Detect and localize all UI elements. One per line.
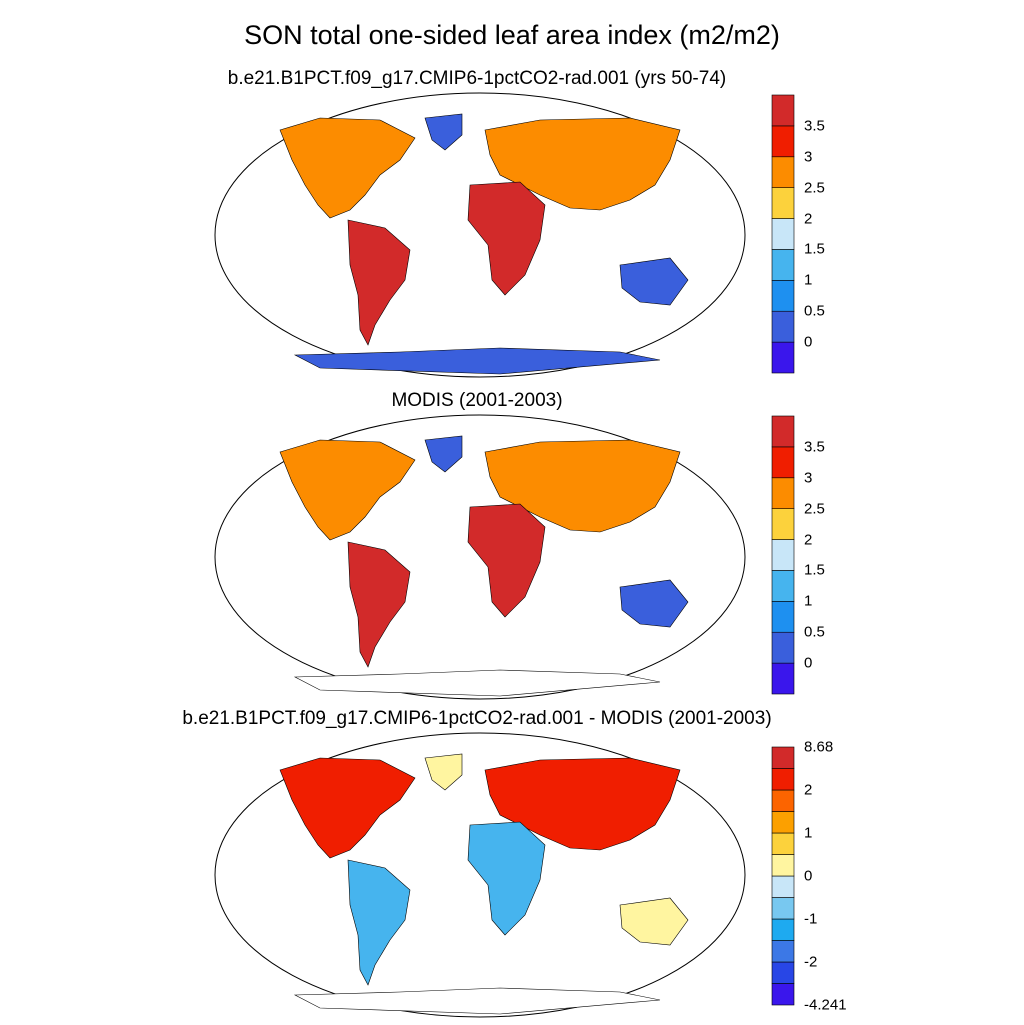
landmass — [467, 181, 546, 296]
colorbar-segment — [771, 508, 795, 540]
colorbar-label: 0 — [804, 333, 813, 351]
landmass — [347, 541, 411, 668]
landmass — [619, 579, 689, 628]
colorbar-label: 2 — [804, 531, 813, 549]
colorbar-segment — [771, 875, 795, 898]
colorbar-segment — [771, 601, 795, 633]
colorbar-segment — [771, 983, 795, 1006]
colorbar-label: 1 — [804, 592, 813, 610]
colorbar-label: 8.68 — [804, 738, 834, 756]
colorbar-label: 0 — [804, 867, 813, 885]
panel-3-colorbar: -4.241 -2 -1 0 1 2 8.68 — [771, 739, 852, 1014]
colorbar-svg — [771, 746, 795, 1006]
colorbar-segment — [771, 768, 795, 791]
colorbar-segment — [771, 187, 795, 219]
colorbar-label: -4.241 — [804, 996, 847, 1014]
landmass — [619, 897, 689, 946]
panel-1-map-svg — [214, 92, 746, 378]
colorbar-label: 1.5 — [804, 561, 825, 579]
colorbar-segment — [771, 218, 795, 250]
colorbar-label: 2 — [804, 781, 813, 799]
colorbar-label: 1 — [804, 824, 813, 842]
panel-1-map — [200, 90, 760, 380]
landmass — [484, 439, 681, 533]
panel-2-map-svg — [214, 414, 746, 700]
colorbar-segment — [771, 940, 795, 963]
colorbar-segment — [771, 249, 795, 281]
colorbar-label: 2.5 — [804, 500, 825, 518]
landmass — [293, 987, 661, 1015]
colorbar-segment — [771, 341, 795, 374]
colorbar-segment — [771, 918, 795, 941]
colorbar-label: 0.5 — [804, 623, 825, 641]
colorbar-segment — [771, 811, 795, 834]
landmass — [424, 113, 463, 151]
panel-1-title: b.e21.B1PCT.f09_g17.CMIP6-1pctCO2-rad.00… — [227, 68, 727, 89]
colorbar-label: 3.5 — [804, 117, 825, 135]
colorbar-segment — [771, 832, 795, 855]
panel-3-map-svg — [214, 732, 746, 1018]
landmass — [424, 753, 463, 791]
landmass — [484, 757, 681, 851]
colorbar-segment — [771, 662, 795, 695]
colorbar-label: 0.5 — [804, 302, 825, 320]
panel-3-map — [200, 730, 760, 1020]
landmass — [484, 117, 681, 211]
colorbar-segment — [771, 570, 795, 602]
landmass — [279, 757, 416, 859]
colorbar-segment — [771, 446, 795, 479]
panel-2-title: MODIS (2001-2003) — [391, 390, 563, 411]
colorbar-segment — [771, 94, 795, 127]
panel-2-map — [200, 412, 760, 702]
panel-2-colorbar: 0 0.5 1 1.5 2 2.5 3 3.5 — [771, 415, 852, 695]
colorbar-label: -1 — [804, 910, 818, 928]
colorbar-segment — [771, 746, 795, 769]
colorbar-segment — [771, 631, 795, 664]
figure-title: SON total one-sided leaf area index (m2/… — [244, 20, 780, 50]
colorbar-segment — [771, 961, 795, 984]
landmass — [293, 669, 661, 697]
landmass — [619, 257, 689, 306]
colorbar-label: 2.5 — [804, 179, 825, 197]
colorbar-label: 3.5 — [804, 438, 825, 456]
colorbar-label: 3 — [804, 148, 813, 166]
colorbar-label: 1 — [804, 271, 813, 289]
colorbar-label: 3 — [804, 469, 813, 487]
colorbar-segment — [771, 854, 795, 877]
colorbar-segment — [771, 125, 795, 158]
panel-3-title: b.e21.B1PCT.f09_g17.CMIP6-1pctCO2-rad.00… — [182, 708, 772, 729]
colorbar-segment — [771, 310, 795, 343]
colorbar-segment — [771, 415, 795, 448]
colorbar-segment — [771, 477, 795, 509]
panel-1-colorbar: 0 0.5 1 1.5 2 2.5 3 3.5 — [771, 94, 852, 374]
colorbar-label: 0 — [804, 654, 813, 672]
landmass — [293, 347, 661, 375]
landmass — [279, 439, 416, 541]
landmass — [424, 435, 463, 473]
colorbar-segment — [771, 897, 795, 920]
colorbar-segment — [771, 539, 795, 571]
colorbar-label: -2 — [804, 953, 818, 971]
colorbar-label: 2 — [804, 210, 813, 228]
colorbar-svg — [771, 415, 795, 695]
colorbar-segment — [771, 789, 795, 812]
colorbar-label: 1.5 — [804, 240, 825, 258]
landmass — [467, 821, 546, 936]
landmass — [347, 859, 411, 986]
landmass — [279, 117, 416, 219]
colorbar-segment — [771, 280, 795, 312]
landmass — [467, 503, 546, 618]
colorbar-segment — [771, 156, 795, 188]
landmass — [347, 219, 411, 346]
colorbar-svg — [771, 94, 795, 374]
